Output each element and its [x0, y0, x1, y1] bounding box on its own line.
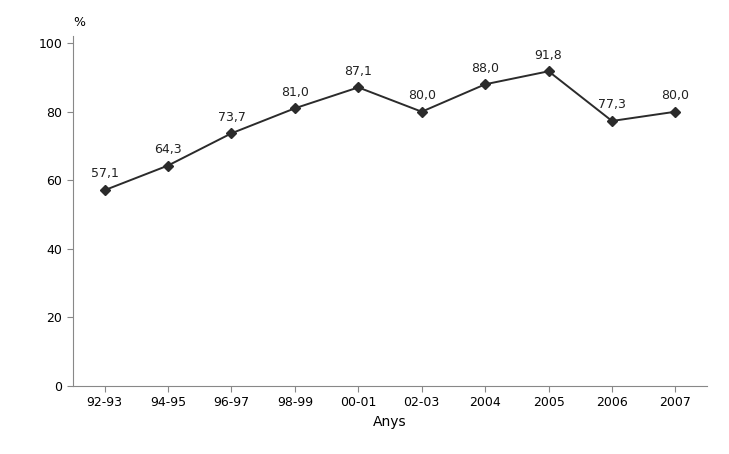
Text: 57,1: 57,1	[90, 168, 119, 181]
Text: 64,3: 64,3	[155, 143, 182, 156]
X-axis label: Anys: Anys	[373, 415, 407, 429]
Text: %: %	[73, 16, 85, 30]
Text: 88,0: 88,0	[471, 62, 499, 74]
Text: 81,0: 81,0	[281, 85, 309, 99]
Text: 87,1: 87,1	[344, 64, 373, 78]
Text: 73,7: 73,7	[217, 111, 246, 123]
Text: 91,8: 91,8	[534, 49, 563, 62]
Text: 77,3: 77,3	[598, 98, 626, 111]
Text: 80,0: 80,0	[408, 89, 436, 102]
Text: 80,0: 80,0	[661, 89, 690, 102]
